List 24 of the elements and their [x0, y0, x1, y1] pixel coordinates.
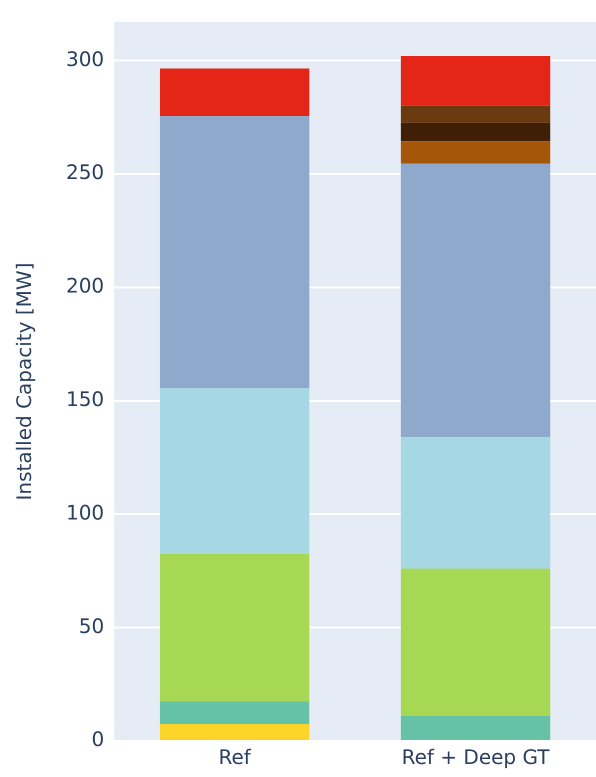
x-tick-label: Ref [218, 745, 252, 770]
bar [400, 164, 550, 438]
bar [400, 568, 550, 716]
bar [400, 106, 550, 123]
y-tick-label: 250 [66, 160, 104, 184]
bar [400, 716, 550, 740]
bar [160, 388, 310, 554]
y-tick-label: 50 [78, 614, 104, 638]
bar [160, 68, 310, 116]
bar [160, 724, 310, 740]
y-tick-label: 0 [91, 727, 104, 752]
y-tick-label: 200 [66, 274, 104, 298]
x-tick-label: Ref + Deep GT [402, 745, 550, 770]
bar [400, 141, 550, 164]
bar [400, 122, 550, 142]
bar [160, 701, 310, 724]
y-tick-label: 300 [66, 46, 104, 71]
y-tick-label: 100 [66, 500, 104, 524]
y-tick-label: 150 [66, 386, 104, 411]
y-axis-title: Installed Capacity [MW] [12, 262, 36, 500]
bar [160, 116, 310, 388]
bar [400, 437, 550, 569]
bar [160, 554, 310, 702]
bar [400, 56, 550, 106]
